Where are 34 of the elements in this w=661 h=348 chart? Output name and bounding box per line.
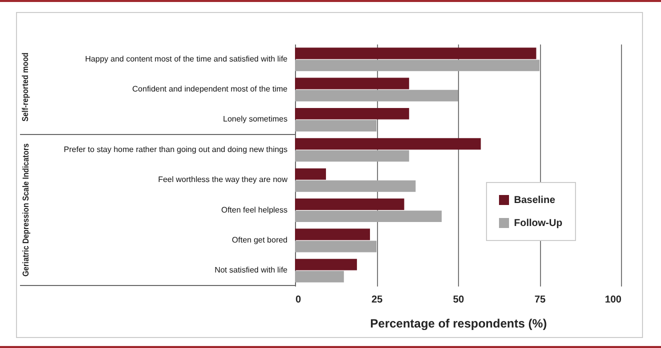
x-tick-label: 0 (296, 294, 302, 306)
x-tick-label: 25 (371, 294, 383, 306)
y-tick-label: Often feel helpless (221, 205, 288, 214)
bar (295, 120, 376, 132)
bar (295, 60, 540, 72)
bar (295, 180, 416, 192)
text: Geriatric Depression Scale Indicators (20, 143, 30, 276)
bar (295, 228, 370, 240)
bar (295, 150, 410, 162)
bar (295, 90, 458, 102)
y-tick-label: Happy and content most of the time and satisfied with life (85, 54, 288, 64)
bar (295, 138, 481, 150)
y-tick-label: Not satisfied with life (214, 266, 288, 275)
text: Self-reported mood (20, 52, 30, 122)
bar (295, 258, 357, 270)
y-tick-label: Lonely sometimes (223, 114, 288, 124)
bar (295, 198, 404, 210)
y-tick-label: Prefer to stay home rather than going out and doing new things (64, 144, 288, 154)
x-axis-title: Percentage of respondents (%) (370, 316, 547, 330)
x-tick-label: 75 (534, 294, 546, 306)
bar (295, 78, 410, 90)
bar (295, 108, 410, 120)
bar (295, 240, 376, 252)
y-tick-label: Confident and independent most of the time (132, 84, 288, 94)
bar (295, 270, 344, 282)
legend-label: Follow-Up (514, 218, 562, 229)
x-tick-label: 50 (452, 294, 464, 306)
bar (295, 210, 442, 222)
bar (295, 168, 326, 180)
legend-label: Baseline (514, 195, 556, 206)
y-tick-label: Feel worthless the way they are now (158, 175, 288, 184)
x-tick-label: 100 (604, 294, 622, 306)
bar (295, 48, 536, 60)
y-tick-label: Often get bored (232, 235, 288, 244)
